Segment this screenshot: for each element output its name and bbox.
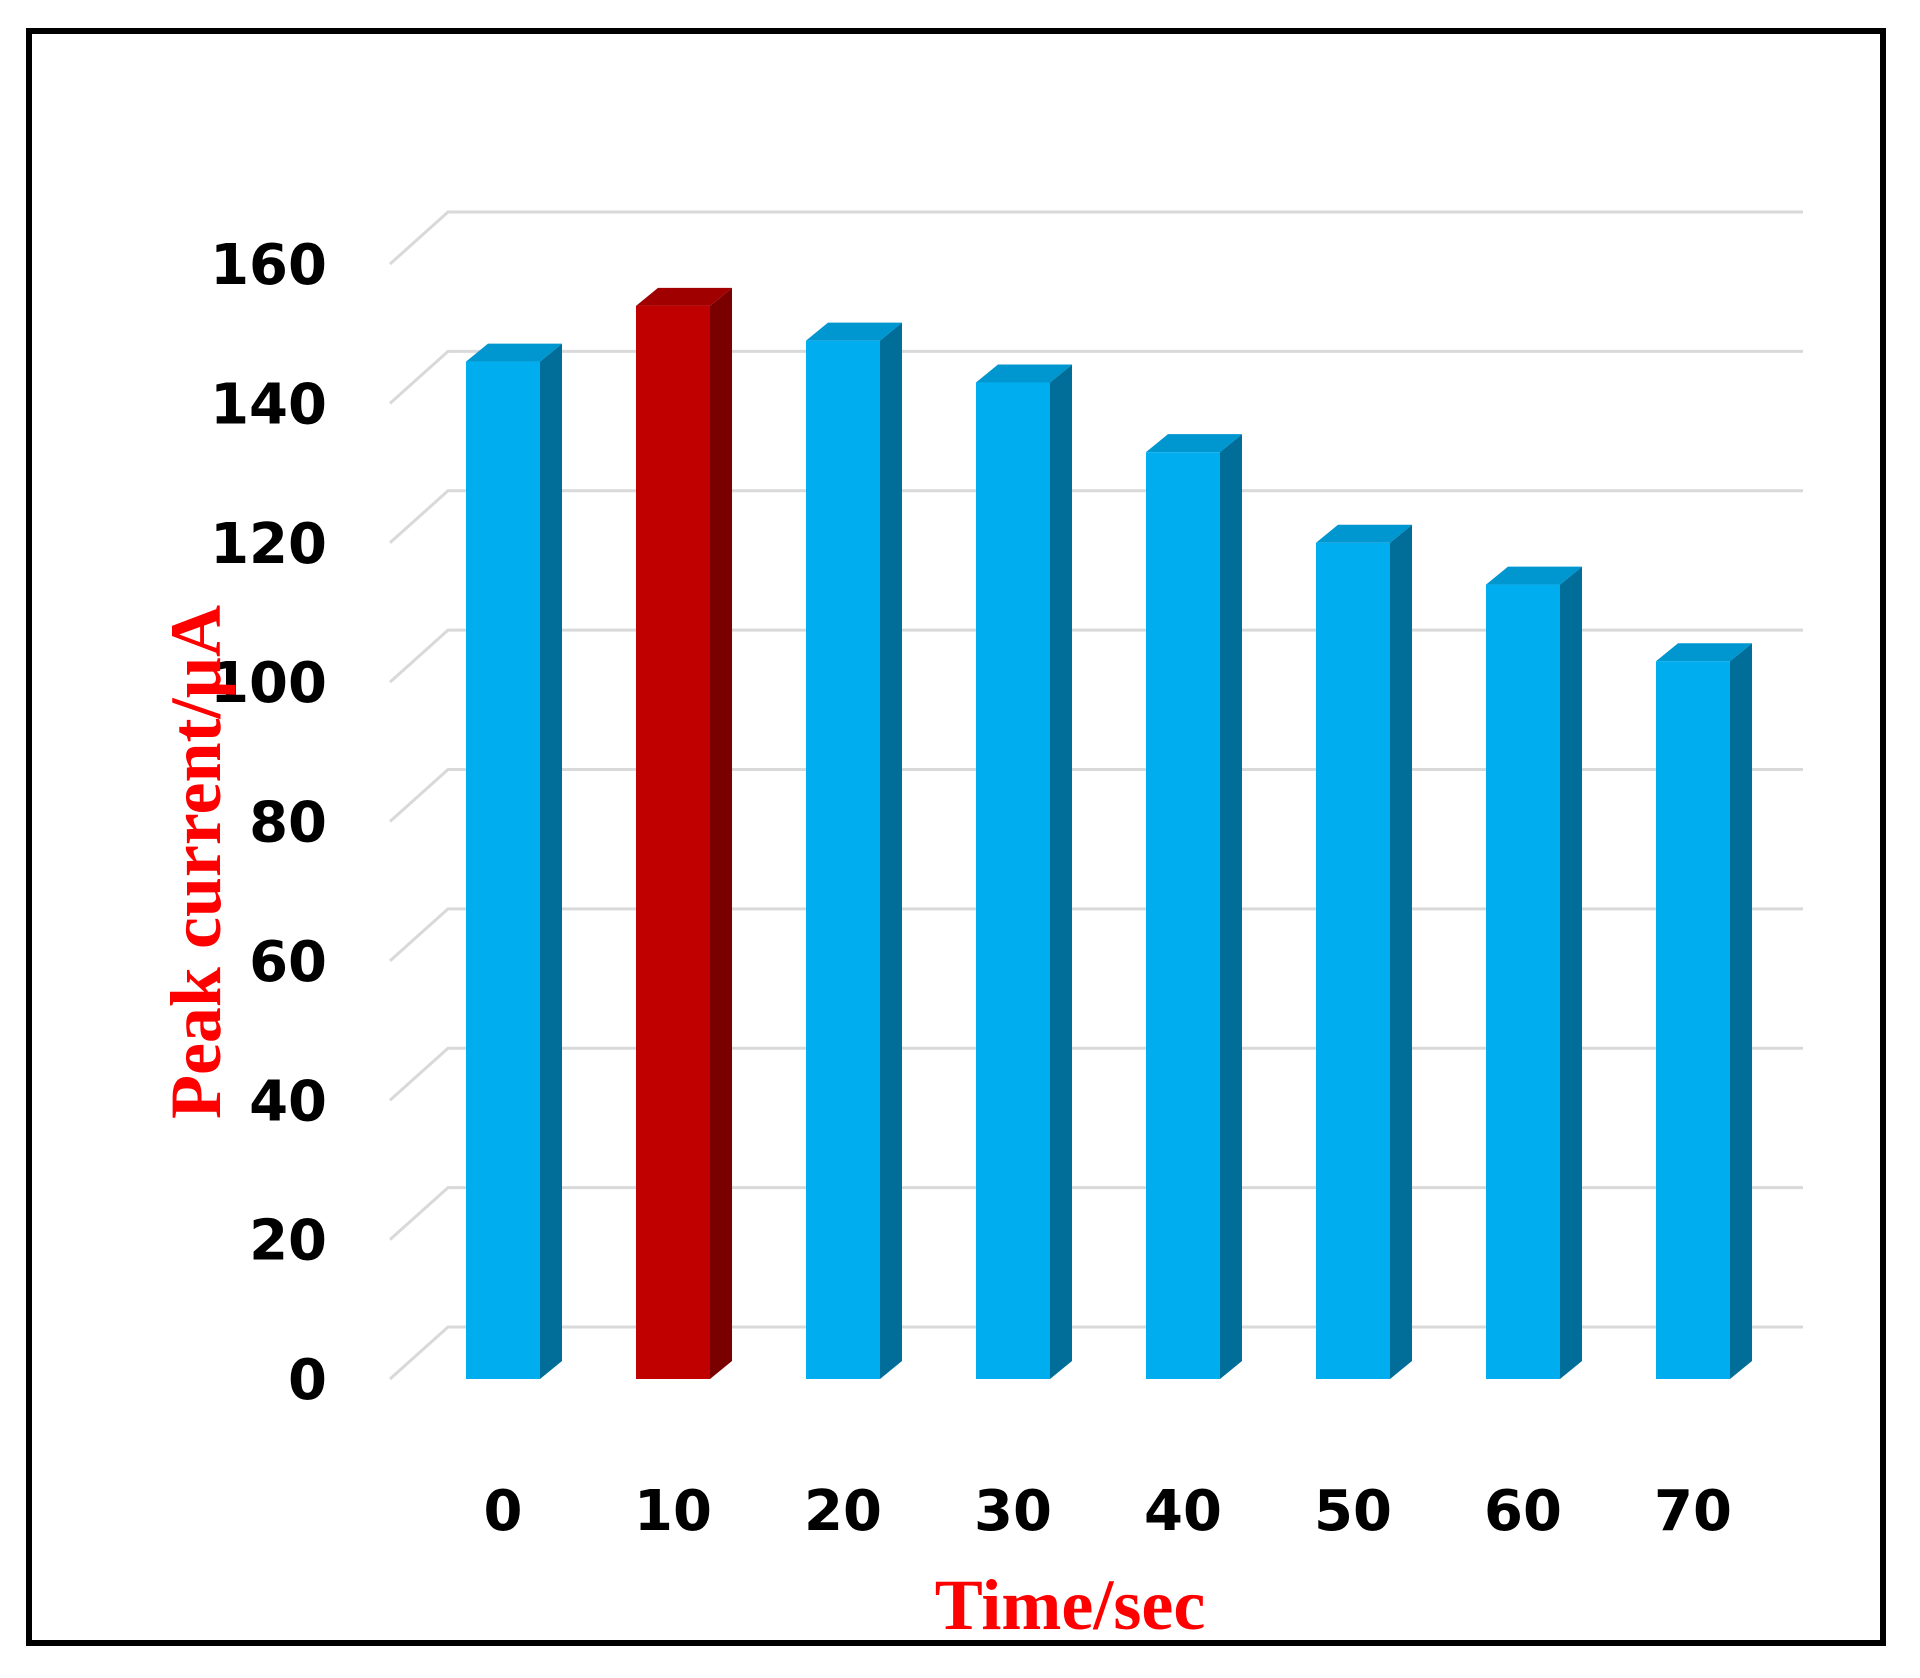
- bar-front: [636, 305, 710, 1379]
- bar-top: [1656, 643, 1752, 662]
- y-tick-label: 120: [210, 512, 327, 577]
- bar-chart: 0 20 40 60 80 100 120 140 160 0 10 20 30 40 50 60 70 Pe…: [156, 210, 1803, 1640]
- y-tick-label: 100: [210, 651, 327, 716]
- bar-top: [806, 322, 902, 341]
- y-tick-label: 80: [249, 791, 327, 856]
- bar-top: [1486, 566, 1582, 585]
- grid-line: [388, 489, 1803, 544]
- bar-top: [636, 287, 732, 306]
- y-tick-label: 140: [210, 372, 327, 437]
- bar: [1316, 524, 1412, 1379]
- x-tick-label: 50: [1314, 1479, 1392, 1544]
- bar-top: [976, 364, 1072, 383]
- bar: [1656, 643, 1752, 1379]
- bar: [636, 287, 732, 1379]
- bar-side: [1390, 524, 1412, 1379]
- x-tick-labels: 0 10 20 30 40 50 60 70: [484, 1479, 1732, 1544]
- x-tick-label: 60: [1484, 1479, 1562, 1544]
- y-tick-label: 160: [210, 233, 327, 298]
- grid-line: [388, 1186, 1803, 1241]
- y-axis-title: Peak current/µA: [156, 605, 236, 1119]
- y-tick-label: 40: [249, 1069, 327, 1134]
- bar-side: [1220, 434, 1242, 1379]
- chart-frame: 0 20 40 60 80 100 120 140 160 0 10 20 30 40 50 60 70 Pe…: [26, 28, 1886, 1646]
- x-tick-label: 0: [484, 1479, 523, 1544]
- grid-line: [388, 768, 1803, 823]
- grid-line: [388, 349, 1803, 405]
- bar-side: [540, 343, 562, 1379]
- bar-front: [1656, 661, 1730, 1379]
- grid-lines: [388, 210, 1803, 1381]
- x-tick-label: 30: [974, 1479, 1052, 1544]
- bar-front: [466, 361, 540, 1379]
- x-axis-title: Time/sec: [935, 1565, 1206, 1640]
- x-tick-label: 70: [1654, 1479, 1732, 1544]
- bar-front: [1146, 452, 1220, 1379]
- y-tick-label: 0: [288, 1348, 327, 1413]
- bar-top: [466, 343, 562, 362]
- bar-side: [880, 322, 902, 1379]
- y-tick-label: 60: [249, 930, 327, 995]
- bar-side: [1730, 643, 1752, 1379]
- y-tick-label: 20: [249, 1209, 327, 1274]
- bars: [466, 287, 1752, 1379]
- bar-top: [1146, 434, 1242, 453]
- bar-top: [1316, 524, 1412, 543]
- x-tick-label: 20: [804, 1479, 882, 1544]
- y-tick-labels: 0 20 40 60 80 100 120 140 160: [210, 233, 327, 1413]
- bar: [1486, 566, 1582, 1379]
- bar-front: [806, 340, 880, 1379]
- bar-side: [1560, 566, 1582, 1379]
- x-tick-label: 40: [1144, 1479, 1222, 1544]
- grid-line: [388, 628, 1803, 684]
- bar: [1146, 434, 1242, 1379]
- bar: [466, 343, 562, 1379]
- grid-line: [388, 907, 1803, 962]
- grid-line: [388, 210, 1803, 266]
- bar-side: [1050, 364, 1072, 1379]
- bar-front: [1316, 542, 1390, 1379]
- grid-line: [388, 1325, 1803, 1381]
- bar: [806, 322, 902, 1379]
- bar-side: [710, 287, 732, 1379]
- bar-front: [976, 382, 1050, 1379]
- bar: [976, 364, 1072, 1379]
- bar-front: [1486, 584, 1560, 1379]
- grid-line: [388, 1046, 1803, 1102]
- x-tick-label: 10: [634, 1479, 712, 1544]
